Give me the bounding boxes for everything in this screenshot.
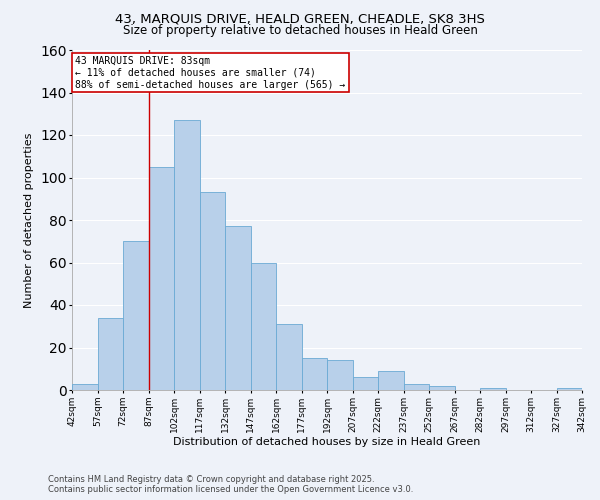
Bar xyxy=(97,318,123,390)
Bar xyxy=(123,242,149,390)
Bar xyxy=(429,386,455,390)
Bar xyxy=(327,360,353,390)
Bar xyxy=(225,226,251,390)
Bar xyxy=(557,388,582,390)
Text: Contains HM Land Registry data © Crown copyright and database right 2025.
Contai: Contains HM Land Registry data © Crown c… xyxy=(48,474,413,494)
Text: 43, MARQUIS DRIVE, HEALD GREEN, CHEADLE, SK8 3HS: 43, MARQUIS DRIVE, HEALD GREEN, CHEADLE,… xyxy=(115,12,485,26)
Bar xyxy=(251,262,276,390)
Bar xyxy=(200,192,225,390)
Bar xyxy=(174,120,199,390)
Bar xyxy=(302,358,327,390)
Bar xyxy=(276,324,302,390)
X-axis label: Distribution of detached houses by size in Heald Green: Distribution of detached houses by size … xyxy=(173,438,481,448)
Bar xyxy=(378,371,404,390)
Y-axis label: Number of detached properties: Number of detached properties xyxy=(25,132,34,308)
Text: 43 MARQUIS DRIVE: 83sqm
← 11% of detached houses are smaller (74)
88% of semi-de: 43 MARQUIS DRIVE: 83sqm ← 11% of detache… xyxy=(76,56,346,90)
Bar xyxy=(149,167,174,390)
Bar xyxy=(404,384,429,390)
Bar xyxy=(72,384,97,390)
Text: Size of property relative to detached houses in Heald Green: Size of property relative to detached ho… xyxy=(122,24,478,37)
Bar xyxy=(353,378,378,390)
Bar xyxy=(480,388,505,390)
